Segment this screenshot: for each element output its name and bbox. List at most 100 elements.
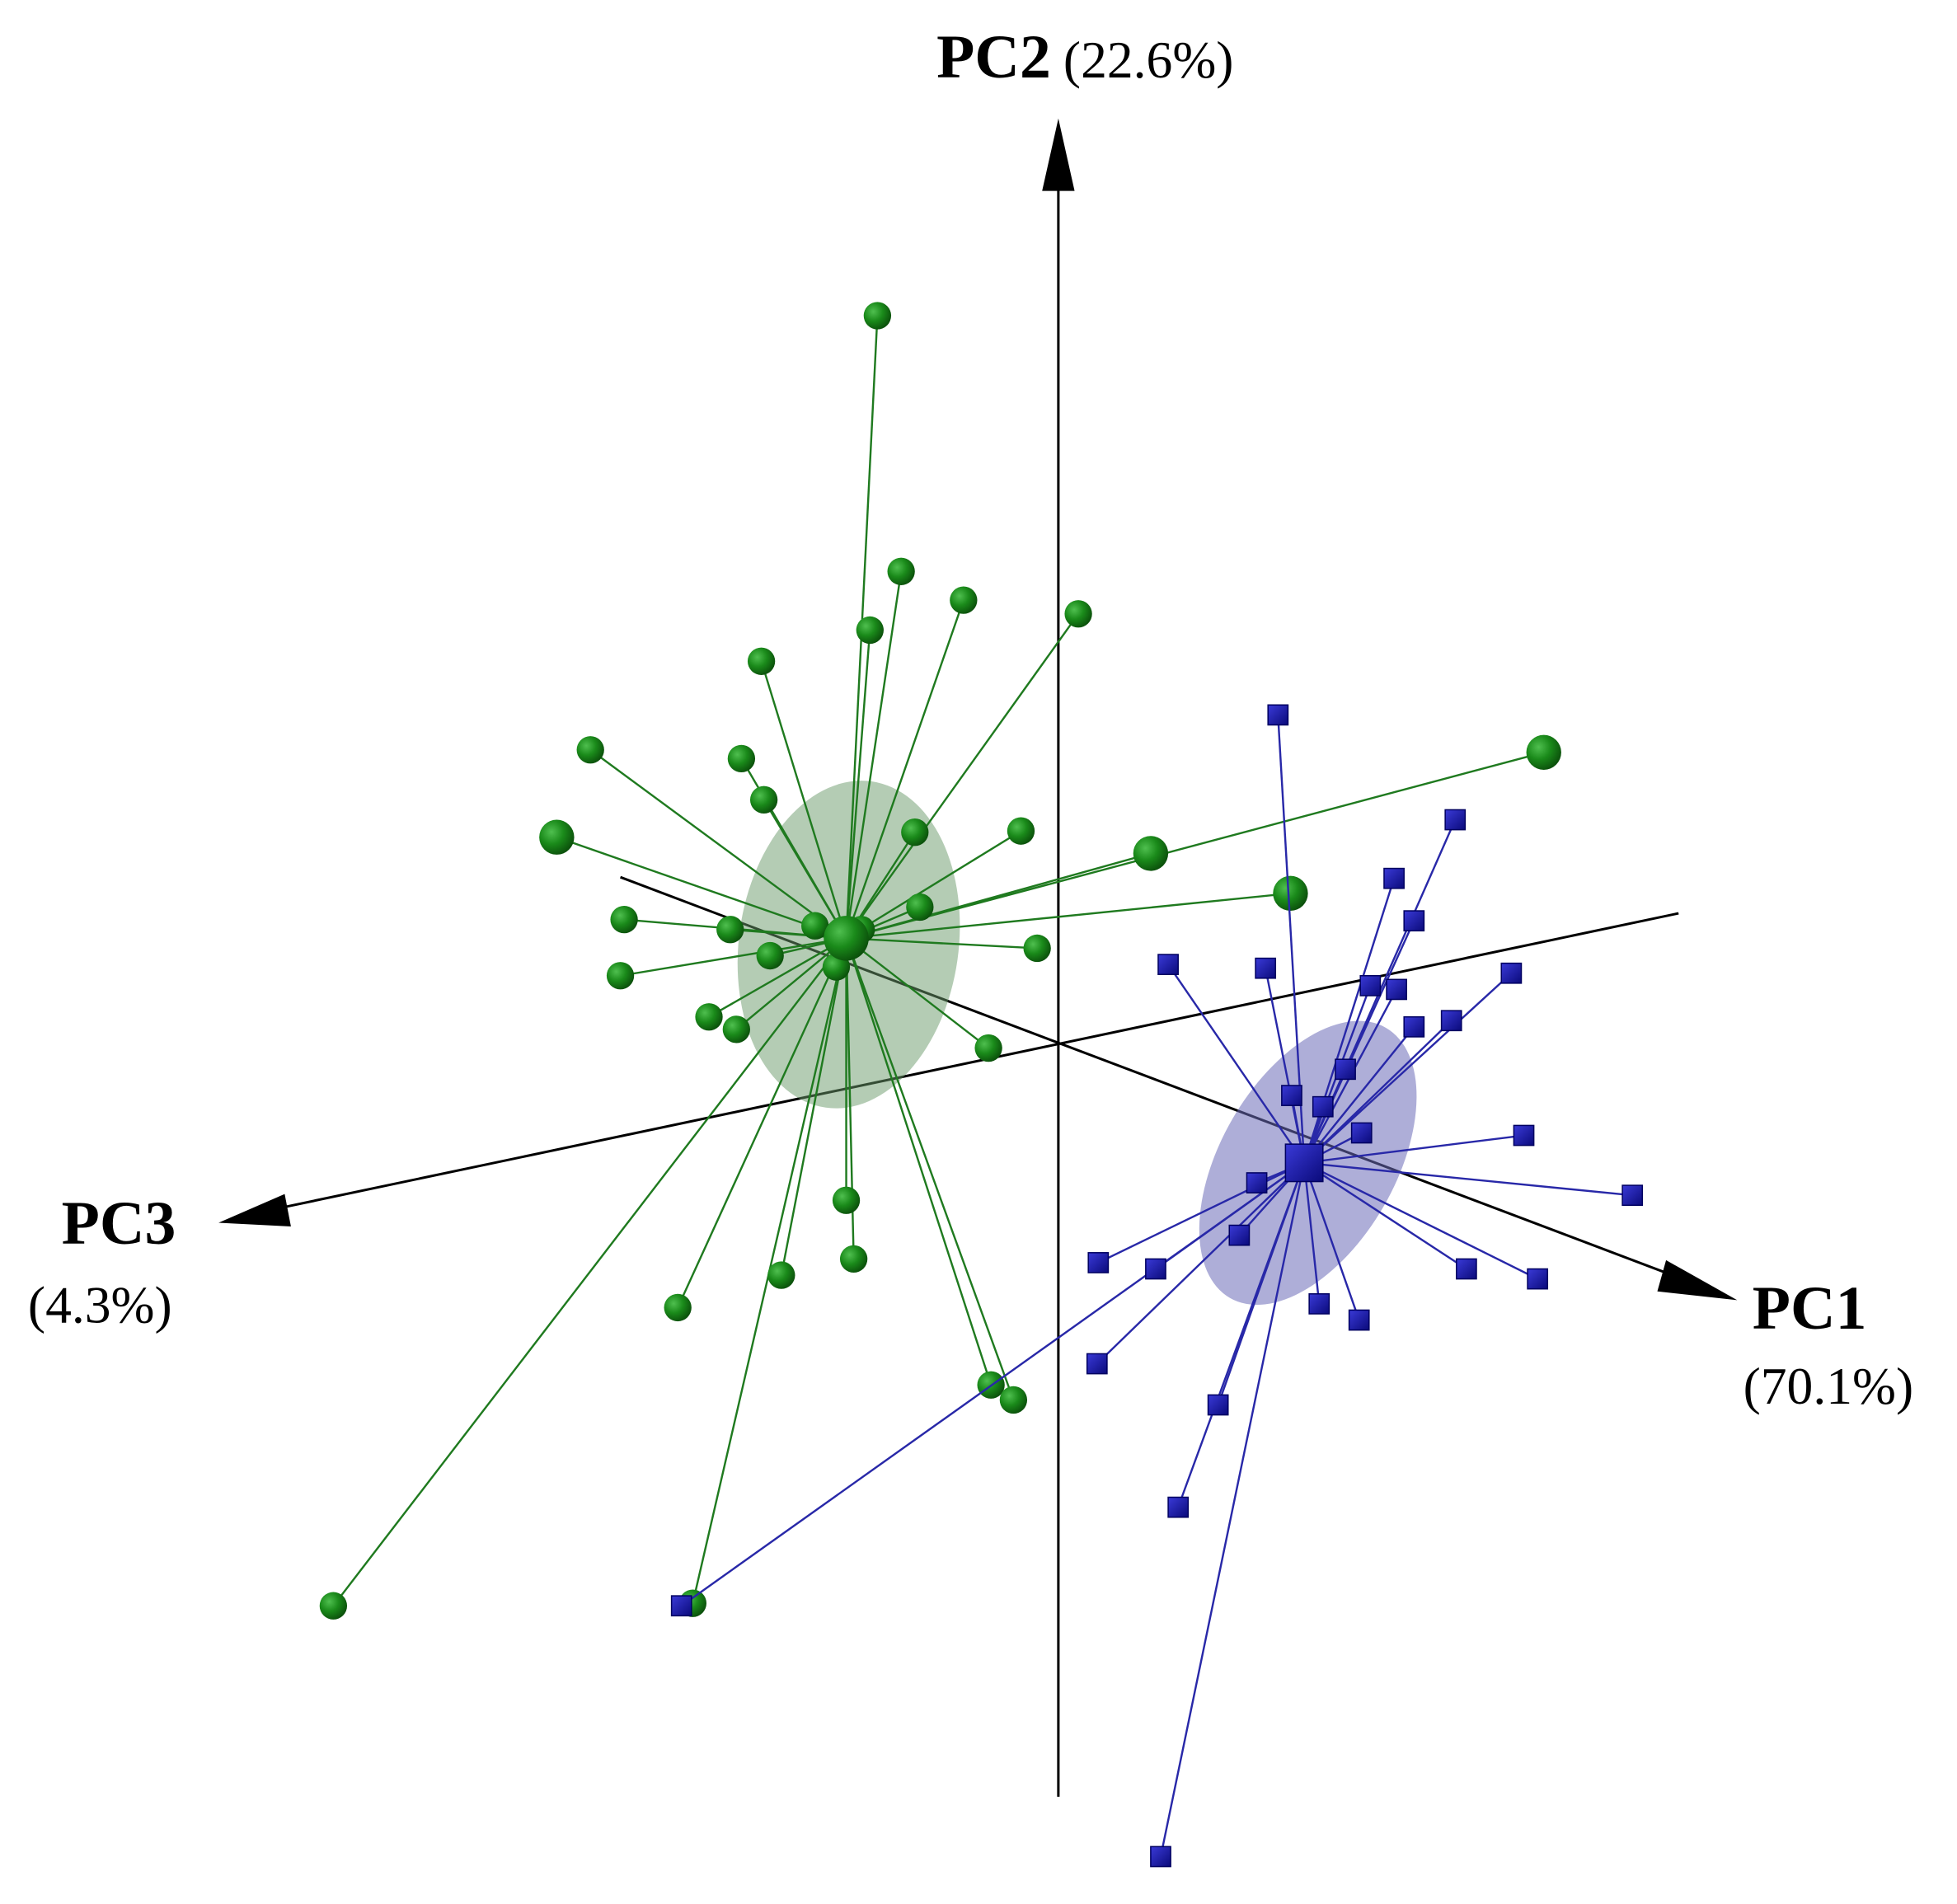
sample-point xyxy=(1308,1293,1330,1315)
sample-point xyxy=(1513,1124,1535,1147)
pc2-arrow xyxy=(1042,118,1075,191)
sample-point xyxy=(1527,1268,1549,1290)
sample-point xyxy=(1440,1010,1462,1032)
spoke xyxy=(1302,1162,1360,1320)
sample-point xyxy=(832,1186,861,1214)
sample-point xyxy=(1350,1122,1373,1144)
pc2-label: PC2 xyxy=(936,23,1051,91)
spoke xyxy=(1303,1161,1538,1280)
sample-point xyxy=(1228,1224,1251,1246)
sample-point xyxy=(767,1261,795,1289)
spoke xyxy=(1303,1161,1467,1270)
sample-point xyxy=(1281,1085,1302,1106)
spoke xyxy=(1096,1161,1305,1365)
spoke xyxy=(1303,1020,1452,1164)
sample-point xyxy=(856,616,884,645)
sample-point xyxy=(1207,1394,1229,1416)
sample-point xyxy=(1621,1184,1644,1207)
spoke xyxy=(845,937,989,1049)
sample-point xyxy=(999,1386,1028,1414)
sample-point xyxy=(1145,1258,1166,1280)
sample-point xyxy=(1386,978,1407,1001)
sample-point xyxy=(1246,1172,1268,1194)
spoke xyxy=(845,937,993,1386)
sample-point xyxy=(716,916,744,944)
sample-point xyxy=(727,744,756,773)
sample-point xyxy=(1403,1015,1425,1038)
sample-point xyxy=(1267,704,1289,726)
group-blue xyxy=(670,704,1644,1868)
sample-point xyxy=(839,1245,868,1273)
sample-point xyxy=(1500,962,1523,984)
spoke xyxy=(589,748,847,940)
sample-point xyxy=(606,962,635,990)
sample-point xyxy=(1335,1058,1356,1081)
sample-point xyxy=(1526,734,1561,770)
spoke xyxy=(845,937,1015,1400)
spoke xyxy=(1303,1134,1524,1165)
sample-point xyxy=(801,912,829,940)
spoke xyxy=(1302,1162,1321,1305)
sample-point xyxy=(906,893,934,922)
sample-point xyxy=(1133,836,1169,871)
spoke xyxy=(846,852,1152,940)
sample-point xyxy=(1064,600,1092,628)
spoke xyxy=(620,937,847,977)
sample-point xyxy=(1087,1252,1110,1273)
sample-point xyxy=(722,1015,750,1043)
pc3-variance: (4.3%) xyxy=(28,1276,172,1334)
pc1-label: PC1 xyxy=(1753,1274,1867,1343)
spoke xyxy=(1303,1026,1415,1164)
group-green xyxy=(319,302,1561,1620)
sample-point xyxy=(1007,817,1035,845)
spoke xyxy=(763,799,847,939)
spoke xyxy=(845,613,1080,940)
sample-point xyxy=(901,818,929,846)
spoke xyxy=(780,938,847,1276)
spoke xyxy=(845,830,1022,940)
spoke xyxy=(735,937,847,1030)
sample-point xyxy=(1086,1353,1108,1375)
sample-point xyxy=(695,1003,723,1031)
sample-point xyxy=(1255,957,1277,979)
sample-point xyxy=(1456,1258,1477,1280)
sample-point xyxy=(610,905,638,934)
centroid xyxy=(1284,1143,1324,1183)
sample-point xyxy=(1359,975,1382,997)
spoke xyxy=(556,836,847,940)
pc3-arrow xyxy=(218,1194,291,1227)
sample-point xyxy=(319,1592,348,1620)
sample-point xyxy=(1383,867,1405,889)
sample-point xyxy=(950,586,978,614)
sample-point xyxy=(576,736,604,764)
spoke xyxy=(1177,1162,1306,1508)
centroid xyxy=(824,916,869,961)
sample-point xyxy=(1150,1845,1171,1868)
sample-point xyxy=(756,941,784,970)
axes xyxy=(218,118,1738,1797)
sample-point xyxy=(1444,809,1467,831)
spoke xyxy=(1303,972,1513,1164)
sample-point xyxy=(1273,875,1308,912)
spoke xyxy=(681,1161,1305,1607)
pc3-axis xyxy=(280,912,1679,1209)
sample-point xyxy=(863,302,892,330)
sample-point xyxy=(539,819,575,855)
sample-point xyxy=(1403,910,1425,932)
spoke xyxy=(845,630,871,939)
pc3-label: PC3 xyxy=(62,1189,176,1258)
spoke xyxy=(708,937,847,1018)
spoke xyxy=(1167,964,1306,1164)
pc1-arrow xyxy=(1657,1259,1738,1301)
spoke xyxy=(677,937,847,1308)
spoke xyxy=(846,937,1038,950)
spoke xyxy=(845,571,903,939)
spoke xyxy=(1097,1161,1305,1264)
spoke xyxy=(1303,1161,1633,1197)
sample-point xyxy=(1157,954,1179,976)
pc2-variance: (22.6%) xyxy=(1063,30,1234,89)
sample-point xyxy=(664,1293,692,1322)
spoke xyxy=(845,599,964,939)
